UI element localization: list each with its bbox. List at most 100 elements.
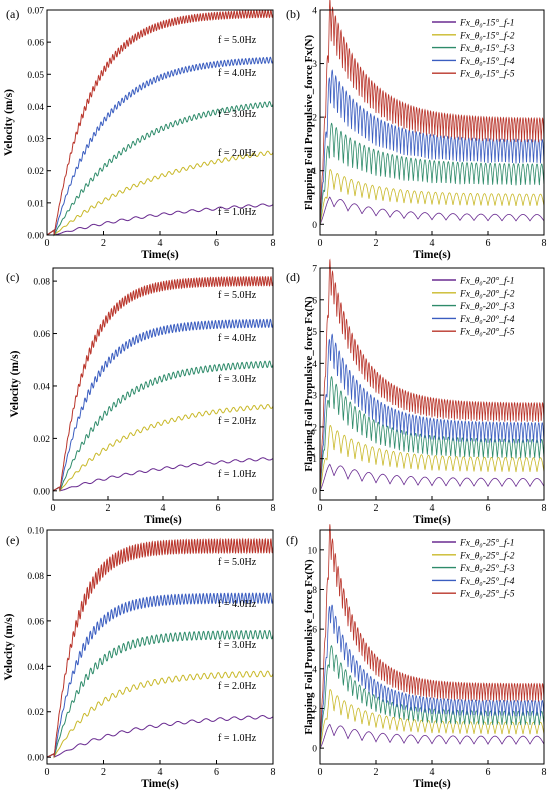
series-line-f3 [319,645,545,749]
frequency-annotation: f = 4.0Hz [218,599,257,610]
panel-label: (a) [6,7,19,21]
x-tick-label: 8 [271,238,276,249]
legend-entry: Fx_θ₀-15°_f-5 [459,69,515,80]
frequency-annotation: f = 2.0Hz [218,681,257,692]
x-axis-label: Time(s) [413,778,451,790]
y-tick-label: 0.02 [33,435,50,445]
y-tick-label: 0.02 [27,167,44,177]
x-tick-label: 4 [430,238,435,249]
legend-entry: Fx_θ₀-20°_f-2 [459,288,515,299]
x-tick-label: 2 [374,238,379,249]
frequency-annotation: f = 1.0Hz [218,207,257,218]
y-tick-label: 6 [312,296,317,306]
x-tick-label: 2 [374,503,379,514]
y-tick-label: 1 [312,455,317,465]
legend-entry: Fx_θ₀-15°_f-1 [459,18,515,29]
y-tick-label: 2 [312,114,317,124]
series-line-f5 [52,275,274,492]
y-tick-label: 2 [312,705,317,715]
x-axis-label: Time(s) [141,778,179,790]
y-tick-label: 0.06 [27,39,44,49]
y-tick-label: 0 [312,221,317,231]
y-tick-label: 10 [308,546,318,556]
frequency-annotation: f = 5.0Hz [218,557,257,568]
series-line-f4 [319,604,545,749]
y-tick-label: 0 [312,487,317,497]
x-tick-label: 8 [542,503,547,514]
series-line-f4 [319,333,545,491]
series-line-f3 [319,376,545,491]
legend-entry: Fx_θ₀-25°_f-3 [459,563,515,574]
series-line-f4 [319,69,545,225]
series-line-f3 [46,101,274,237]
y-tick-label: 0 [312,745,317,755]
legend-entry: Fx_θ₀-25°_f-1 [459,538,515,549]
x-tick-label: 0 [51,503,56,514]
x-tick-label: 6 [214,767,219,778]
series-line-f2 [52,404,274,492]
x-tick-label: 6 [486,767,491,778]
y-tick-label: 0.04 [27,663,44,673]
x-tick-label: 4 [430,767,435,778]
series-line-f3 [52,360,274,492]
series-line-f4 [46,56,274,236]
series-line-f1 [319,463,545,491]
x-tick-label: 2 [101,238,106,249]
legend-entry: Fx_θ₀-20°_f-4 [459,314,515,325]
y-tick-label: 7 [312,265,317,275]
y-tick-label: 2 [312,423,317,433]
x-tick-label: 0 [318,238,323,249]
y-tick-label: 0.01 [27,199,44,209]
legend-entry: Fx_θ₀-25°_f-4 [459,576,515,587]
frequency-annotation: f = 4.0Hz [218,68,257,79]
y-tick-label: 3 [312,392,317,402]
y-tick-label: 4 [312,360,317,370]
x-tick-label: 8 [271,767,276,778]
x-tick-label: 0 [318,503,323,514]
y-tick-label: 0.00 [27,754,44,764]
chart-panel-c: (c) 0 2 4 6 8 0.00 0.02 0.04 0.06 0.08 Time(s) Veloc… [6,267,276,526]
y-tick-label: 0.00 [33,487,50,497]
panel-label: (e) [6,533,19,547]
series-line-f3 [319,122,545,225]
frequency-annotation: f = 2.0Hz [218,416,257,427]
y-tick-label: 0.06 [27,617,44,627]
x-tick-label: 0 [45,767,50,778]
legend-entry: Fx_θ₀-15°_f-4 [459,56,515,67]
y-tick-label: 8 [312,586,317,596]
frequency-annotation: f = 5.0Hz [218,290,257,301]
x-axis-label: Time(s) [144,514,182,526]
panel-label: (b) [286,7,300,21]
frequency-annotation: f = 3.0Hz [218,640,257,651]
series-line-f4 [52,318,274,492]
x-tick-label: 4 [158,238,163,249]
y-tick-label: 0.10 [27,527,44,537]
y-tick-label: 4 [312,665,317,675]
y-axis-label: Velocity (m/s) [9,350,21,417]
series-line-f1 [46,715,274,758]
series-line-f1 [52,457,274,492]
frequency-annotation: f = 5.0Hz [218,35,257,46]
x-tick-label: 8 [542,238,547,249]
chart-panel-a: (a) 0 2 4 6 8 0.00 0.01 0.02 0.03 0.04 0.05 0.06 0.07… [3,7,276,262]
x-tick-label: 0 [318,767,323,778]
x-tick-label: 2 [106,503,111,514]
legend-entry: Fx_θ₀-15°_f-2 [459,30,515,41]
x-tick-label: 8 [271,503,276,514]
x-axis-label: Time(s) [413,249,451,261]
x-tick-label: 8 [542,767,547,778]
y-tick-label: 0.00 [27,232,44,242]
y-tick-label: 0.04 [33,382,50,392]
y-tick-label: 5 [312,328,317,338]
x-tick-label: 6 [214,238,219,249]
y-tick-label: 0.02 [27,708,44,718]
y-axis-label: Flapping Foil Propulsive_force Fx(N) [303,559,315,735]
x-axis-label: Time(s) [413,514,451,526]
series-line-f5 [46,9,274,236]
panel-label: (c) [6,270,19,284]
x-tick-label: 4 [430,503,435,514]
y-tick-label: 0.05 [27,71,44,81]
frequency-annotation: f = 4.0Hz [218,333,257,344]
